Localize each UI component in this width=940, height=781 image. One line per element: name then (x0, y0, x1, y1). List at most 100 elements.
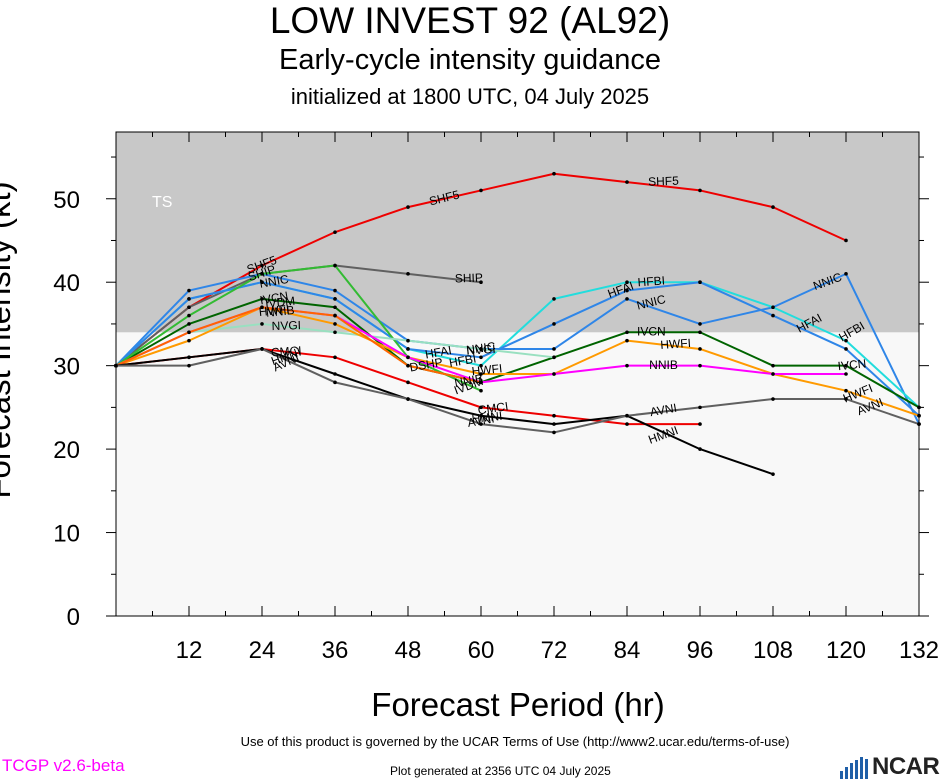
x-tick-label: 48 (395, 637, 422, 664)
data-point-hfai (333, 297, 337, 301)
data-point-hwfi (187, 338, 191, 343)
series-line-dshp (115, 306, 482, 384)
x-axis-label: Forecast Period (hr) (371, 686, 665, 723)
series-label-ivcn: IVCN (837, 356, 867, 373)
data-point-ivdm (260, 272, 264, 276)
data-point-hfbi (479, 363, 483, 368)
data-point-ship (187, 305, 191, 310)
data-point-hfbi (844, 338, 848, 343)
series-label-hfai: HFAI (424, 343, 453, 361)
data-point-hfai (844, 347, 848, 351)
series-label-cmci: CMCI (477, 399, 509, 417)
data-point-hmni (552, 422, 556, 426)
data-point-avni (771, 397, 775, 401)
chart-subtitle: Early-cycle intensity guidance (278, 44, 661, 76)
data-point-nnic (844, 272, 848, 276)
band-label-ts: TS (152, 194, 172, 211)
series-label-hwfi: HWFI (471, 361, 503, 378)
data-point-nnib (844, 372, 848, 376)
data-point-hwfi (479, 372, 483, 376)
data-point-avni (333, 380, 337, 385)
data-point-cmci (625, 422, 629, 426)
data-point-hfai (187, 297, 191, 301)
series-label-nnic: NNIC (465, 339, 496, 357)
data-point-ivcn (771, 363, 775, 368)
x-tick-label: 60 (468, 637, 495, 664)
data-point-hfai (260, 280, 264, 285)
data-point-hfai (406, 347, 410, 351)
data-point-cmci (406, 380, 410, 385)
data-point-shf5 (406, 205, 410, 209)
series-line-avni (116, 347, 920, 434)
terms-of-use-text: Use of this product is governed by the U… (240, 734, 790, 749)
series-label-nnib: NNIB (453, 371, 484, 390)
data-point-shf5 (698, 188, 702, 193)
series-line-hmni (115, 347, 774, 476)
data-point-nnib (771, 372, 775, 376)
data-point-ivcn (625, 330, 629, 335)
data-point-dshp (406, 363, 410, 368)
series-label-nnib: NNIB (649, 358, 678, 372)
series-label-ivcn: IVCN (637, 324, 666, 338)
data-point-ivcn (260, 297, 264, 301)
series-label-nvgi: NVGI (466, 342, 496, 358)
data-point-hwfi (625, 338, 629, 343)
x-tick-label: 120 (826, 637, 866, 664)
data-point-hfbi (771, 305, 775, 310)
y-tick-label: 20 (53, 437, 80, 464)
data-point-cmci (552, 413, 556, 418)
data-point-avni (260, 347, 264, 351)
data-point-hmni (698, 447, 702, 451)
generated-timestamp: Plot generated at 2356 UTC 04 July 2025 (390, 764, 611, 778)
data-point-nnic (698, 322, 702, 326)
tropical-storm-band (116, 132, 919, 333)
series-label-avni: AVNI (466, 412, 495, 430)
series-label-cmci: CMCI (270, 343, 302, 359)
data-point-ivdm (187, 313, 191, 318)
x-tick-label: 72 (541, 637, 568, 664)
data-point-hwfi (333, 322, 337, 326)
y-tick-label: 40 (53, 270, 80, 297)
data-point-avni (625, 413, 629, 418)
series-label-hmni: HMNI (471, 409, 503, 426)
x-tick-label: 12 (176, 637, 203, 664)
data-point-cmci (698, 422, 702, 426)
data-point-dshp (187, 330, 191, 335)
ncar-logo-icon (840, 757, 868, 779)
data-point-ship (479, 280, 483, 285)
data-point-cmci (479, 405, 483, 410)
series-label-dshp: DSHP (408, 355, 443, 375)
series-label-hwfi: HWFI (258, 302, 290, 319)
data-point-shf5 (625, 180, 629, 184)
data-point-dshp (333, 313, 337, 318)
ncar-logo: NCAR (838, 753, 940, 780)
x-tick-label: 132 (899, 637, 939, 664)
series-line-ivcn (115, 297, 920, 409)
data-point-hmni (187, 355, 191, 360)
data-point-nnib (698, 363, 702, 368)
x-tick-label: 84 (614, 637, 641, 664)
data-point-avni (479, 422, 483, 426)
data-point-ship (406, 272, 410, 276)
series-label-shf5: SHF5 (648, 174, 679, 189)
ncar-logo-text: NCAR (872, 753, 940, 780)
series-label-nnic: NNIC (258, 272, 290, 291)
data-point-nnib (625, 363, 629, 368)
series-line-hfai (115, 281, 920, 417)
data-point-hmni (771, 472, 775, 476)
data-point-dshp (479, 380, 483, 385)
data-point-ivcn (333, 305, 337, 310)
version-label: TCGP v2.6-beta (2, 756, 125, 775)
x-tick-label: 36 (322, 637, 349, 664)
data-point-nnib (406, 355, 410, 360)
data-point-nvgi (333, 330, 337, 335)
data-point-shf5 (771, 205, 775, 209)
data-point-nnic (187, 288, 191, 293)
data-point-nvgi (260, 322, 264, 326)
series-label-ivcn: IVCN (259, 289, 290, 308)
data-point-nvgi (406, 338, 410, 343)
data-point-avni (406, 397, 410, 401)
series-label-avni: AVNI (649, 401, 678, 419)
data-point-hfai (552, 322, 556, 326)
